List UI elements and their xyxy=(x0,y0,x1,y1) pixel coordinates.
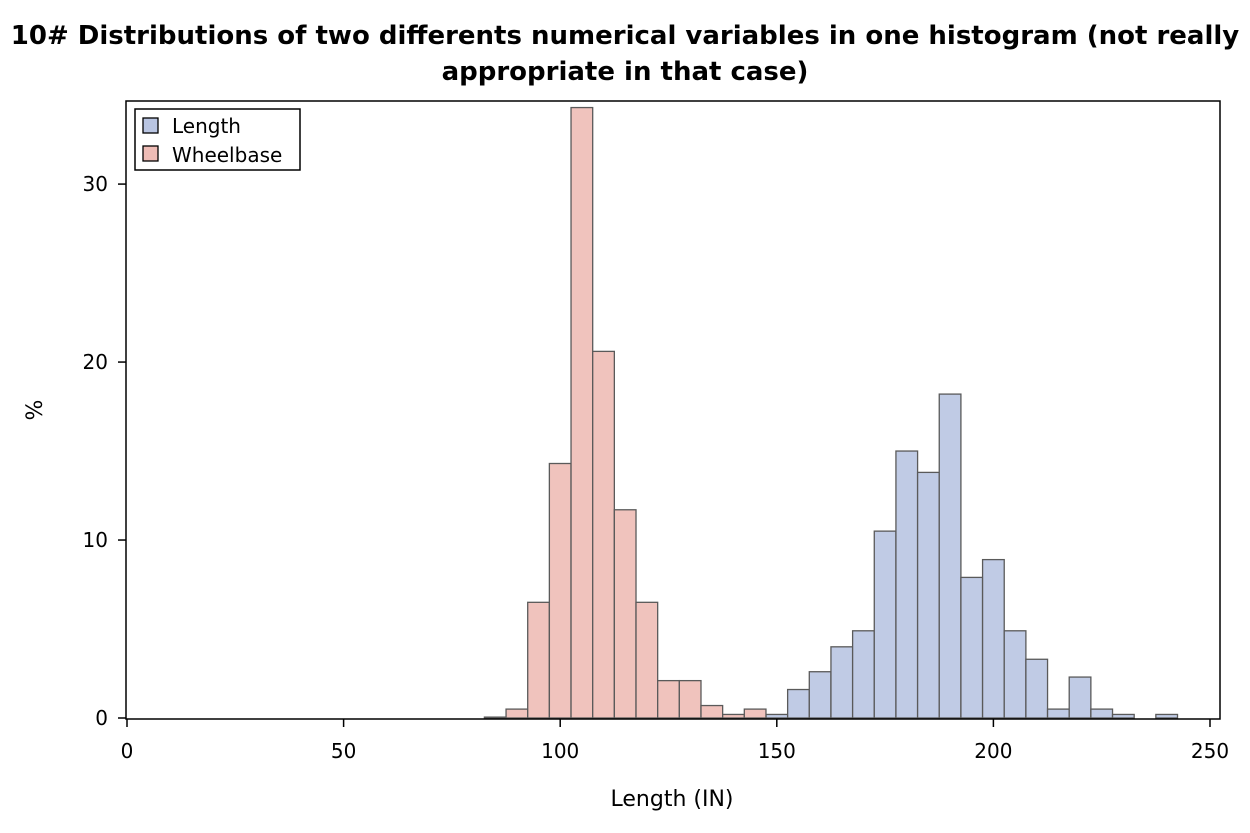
bar-length-157.5 xyxy=(808,671,832,719)
bar-length-202.5 xyxy=(1003,630,1027,719)
x-tick-label: 150 xyxy=(758,739,796,763)
y-axis: 0 10 20 30 xyxy=(83,172,126,730)
x-axis-label: Length (IN) xyxy=(611,787,734,812)
bar-length-212.5 xyxy=(1046,708,1070,719)
bar-length-237.5 xyxy=(1155,713,1179,719)
legend-label-wheelbase: Wheelbase xyxy=(172,143,282,167)
bar-length-172.5 xyxy=(873,530,897,719)
plot-frame xyxy=(125,100,1221,720)
x-tick-label: 0 xyxy=(121,739,134,763)
bar-wheelbase-117.5 xyxy=(635,601,659,719)
bar-length-207.5 xyxy=(1025,658,1049,719)
bar-wheelbase-127.5 xyxy=(678,679,702,719)
bar-length-147.5 xyxy=(765,713,789,719)
x-axis: 0 50 100 150 200 250 xyxy=(121,719,1229,763)
y-tick-label: 10 xyxy=(83,528,108,552)
bar-length-167.5 xyxy=(851,630,875,719)
bar-wheelbase-87.5 xyxy=(505,708,529,719)
bar-wheelbase-137.5 xyxy=(722,713,745,719)
length-bars xyxy=(765,393,1179,719)
y-axis-label: % xyxy=(23,400,48,421)
bar-length-222.5 xyxy=(1090,708,1114,719)
bar-length-197.5 xyxy=(981,558,1005,719)
bar-wheelbase-112.5 xyxy=(613,509,637,719)
x-tick-label: 50 xyxy=(331,739,356,763)
bar-wheelbase-122.5 xyxy=(657,679,680,719)
bar-wheelbase-97.5 xyxy=(548,462,572,719)
x-tick-label: 100 xyxy=(541,739,579,763)
x-tick-label: 250 xyxy=(1191,739,1229,763)
chart-title: 10# Distributions of two differents nume… xyxy=(10,21,1240,87)
legend: Length Wheelbase xyxy=(134,108,301,171)
bar-length-177.5 xyxy=(895,450,919,719)
y-tick-label: 0 xyxy=(95,706,108,730)
bar-length-217.5 xyxy=(1068,676,1092,719)
bar-wheelbase-107.5 xyxy=(592,350,616,719)
bar-length-192.5 xyxy=(960,576,984,719)
bar-wheelbase-142.5 xyxy=(743,708,767,719)
bar-length-182.5 xyxy=(916,471,940,719)
bar-length-152.5 xyxy=(786,688,810,719)
legend-box xyxy=(134,108,301,171)
bar-wheelbase-102.5 xyxy=(570,106,594,719)
legend-label-length: Length xyxy=(172,114,241,138)
bar-wheelbase-132.5 xyxy=(700,704,724,719)
bar-wheelbase-92.5 xyxy=(527,601,551,719)
legend-swatch-length xyxy=(142,117,159,134)
x-tick-label: 200 xyxy=(974,739,1012,763)
bar-length-187.5 xyxy=(938,393,962,719)
wheelbase-bars xyxy=(483,106,767,719)
bar-length-227.5 xyxy=(1111,713,1135,719)
legend-swatch-wheelbase xyxy=(142,145,159,162)
bar-wheelbase-82.5 xyxy=(483,716,507,719)
y-tick-label: 20 xyxy=(83,350,108,374)
y-tick-label: 30 xyxy=(83,172,108,196)
bar-length-162.5 xyxy=(830,646,854,719)
